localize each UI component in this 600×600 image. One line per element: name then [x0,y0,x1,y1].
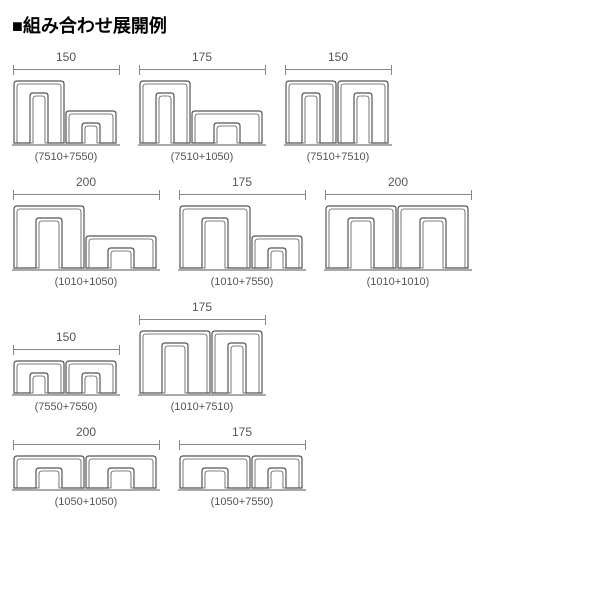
caption: (1050+7550) [211,496,274,508]
dimension-label: 175 [192,300,212,314]
diagram-cell: 200 (1010+1050) [12,175,160,288]
bracket-unit [398,206,468,268]
dimension-label: 150 [328,50,348,64]
dimension-bar [325,190,472,200]
unit-diagram [12,452,160,492]
bracket-unit [338,81,388,143]
dimension: 150 [13,330,120,355]
diagram-cell: 175 (7510+1050) [138,50,266,163]
bracket-unit [180,206,250,268]
bracket-unit [192,111,262,143]
bracket-unit [286,81,336,143]
caption: (7510+1050) [171,151,234,163]
dimension-label: 200 [76,175,96,189]
dimension-label: 150 [56,330,76,344]
dimension-label: 200 [388,175,408,189]
bracket-unit [252,236,302,268]
unit-diagram [12,357,120,397]
diagram-row: 150 (7510+7550) 175 (7510+1050) 150 (7510+751… [12,50,588,163]
dimension: 175 [139,300,266,325]
diagram-row: 150 (7550+7550) 175 (1010+7510) [12,300,588,413]
diagram-cell: 150 (7510+7510) [284,50,392,163]
dimension-bar [179,440,306,450]
caption: (1010+7550) [211,276,274,288]
bracket-unit [66,111,116,143]
caption: (1010+1010) [367,276,430,288]
unit-diagram [284,77,392,147]
caption: (7510+7550) [35,151,98,163]
dimension: 175 [179,425,306,450]
diagram-cell: 175 (1010+7510) [138,300,266,413]
bracket-unit [326,206,396,268]
unit-diagram [12,202,160,272]
bracket-unit [14,81,64,143]
bracket-unit [66,361,116,393]
dimension: 200 [13,175,160,200]
bracket-unit [14,361,64,393]
bracket-unit [14,456,84,488]
dimension: 200 [325,175,472,200]
unit-diagram [178,452,306,492]
diagram-row: 200 (1050+1050) 175 (1050+7550) [12,425,588,508]
caption: (7550+7550) [35,401,98,413]
dimension-label: 200 [76,425,96,439]
dimension-bar [13,190,160,200]
bracket-unit [140,81,190,143]
diagram-cell: 175 (1050+7550) [178,425,306,508]
dimension: 175 [139,50,266,75]
diagram-cell: 200 (1010+1010) [324,175,472,288]
diagram-cell: 150 (7510+7550) [12,50,120,163]
page-title: ■組み合わせ展開例 [12,12,588,38]
dimension-label: 175 [232,175,252,189]
unit-diagram [138,77,266,147]
caption: (1010+1050) [55,276,118,288]
unit-diagram [12,77,120,147]
dimension-bar [13,440,160,450]
caption: (7510+7510) [307,151,370,163]
bracket-unit [180,456,250,488]
bracket-unit [212,331,262,393]
dimension-bar [179,190,306,200]
dimension: 175 [179,175,306,200]
bracket-unit [86,456,156,488]
dimension: 150 [285,50,392,75]
dimension-label: 175 [192,50,212,64]
unit-diagram [178,202,306,272]
dimension-bar [13,65,120,75]
dimension-bar [139,315,266,325]
dimension-bar [139,65,266,75]
dimension-bar [285,65,392,75]
unit-diagram [324,202,472,272]
dimension-label: 150 [56,50,76,64]
dimension-bar [13,345,120,355]
caption: (1050+1050) [55,496,118,508]
diagram-cell: 150 (7550+7550) [12,330,120,413]
dimension-label: 175 [232,425,252,439]
diagram-cell: 200 (1050+1050) [12,425,160,508]
bracket-unit [140,331,210,393]
unit-diagram [138,327,266,397]
bracket-unit [86,236,156,268]
dimension: 200 [13,425,160,450]
bracket-unit [14,206,84,268]
caption: (1010+7510) [171,401,234,413]
diagram-cell: 175 (1010+7550) [178,175,306,288]
diagram-grid: 150 (7510+7550) 175 (7510+1050) 150 (7510+751… [12,50,588,508]
diagram-row: 200 (1010+1050) 175 (1010+7550) 200 (1010+101… [12,175,588,288]
dimension: 150 [13,50,120,75]
bracket-unit [252,456,302,488]
